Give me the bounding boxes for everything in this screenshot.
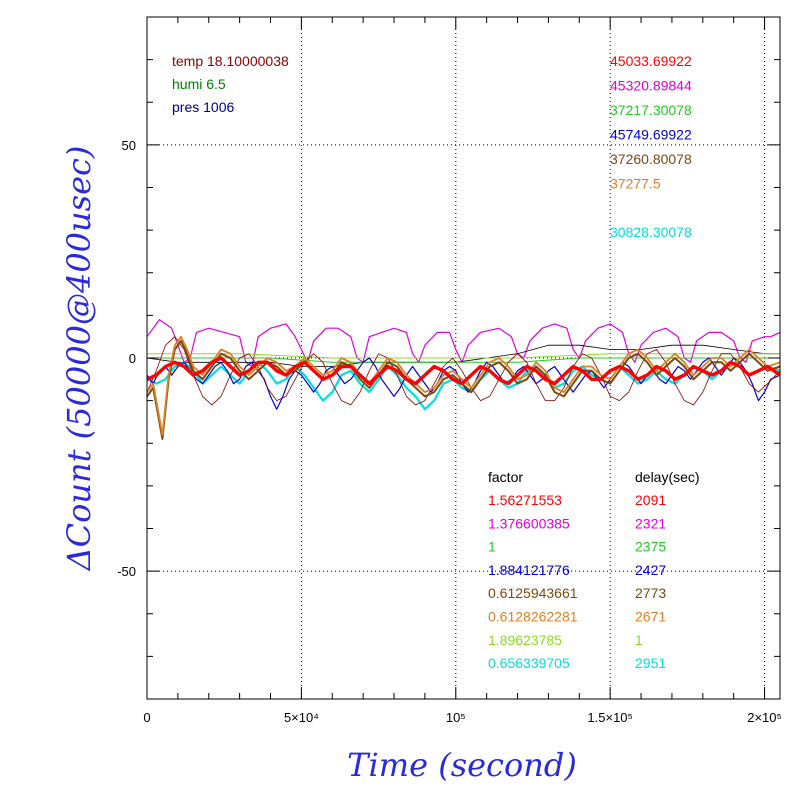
factor-value: 0.6125943661 xyxy=(488,585,578,601)
mean-label: 37277.5 xyxy=(610,176,661,192)
tick-labels: 0 5×10⁴ 10⁵ 1.5×10⁵ 2×10⁵ 50 0 -50 xyxy=(117,138,782,725)
env-label: pres 1006 xyxy=(172,99,234,115)
factor-value: 1.376600385 xyxy=(488,515,570,531)
mean-label: 45749.69922 xyxy=(610,127,692,143)
factor-value: 0.6128262281 xyxy=(488,609,578,625)
x-tick-label: 0 xyxy=(143,710,150,725)
series-line xyxy=(146,356,781,386)
mean-label: 37260.80078 xyxy=(610,151,692,167)
x-tick-label: 10⁵ xyxy=(446,710,466,725)
mean-label: 45320.89844 xyxy=(610,78,692,94)
mean-label: 37217.30078 xyxy=(610,102,692,118)
mean-count-labels: 45033.69922 45320.89844 37217.30078 45749.6… xyxy=(610,53,692,240)
y-tick-label: 0 xyxy=(129,351,136,366)
factor-value: 1.56271553 xyxy=(488,492,562,508)
delay-value: 2951 xyxy=(635,655,666,671)
x-tick-label: 5×10⁴ xyxy=(284,710,319,725)
x-tick-label: 2×10⁵ xyxy=(747,710,782,725)
delay-value: 2091 xyxy=(635,492,666,508)
factor-value: 0.656339705 xyxy=(488,655,570,671)
y-axis-title: ΔCount (50000@400usec) xyxy=(60,146,98,573)
environment-labels: temp 18.10000038 humi 6.5 pres 1006 xyxy=(172,53,289,115)
delay-value: 2773 xyxy=(635,585,666,601)
y-tick-label: -50 xyxy=(117,564,136,579)
x-tick-label: 1.5×10⁵ xyxy=(587,710,633,725)
series-layer xyxy=(146,319,781,440)
x-axis-title: Time (second) xyxy=(347,746,577,784)
delay-value: 2427 xyxy=(635,562,666,578)
delay-value: 2321 xyxy=(635,515,666,531)
factor-value: 1.884121776 xyxy=(488,562,570,578)
delay-value: 1 xyxy=(635,632,643,648)
factor-value: 1.89623785 xyxy=(488,632,562,648)
factor-delay-table: factor delay(sec) 1.56271553 2091 1.37660038… xyxy=(488,469,700,671)
delay-value: 2375 xyxy=(635,539,666,555)
factor-header: factor xyxy=(488,469,523,485)
series-line xyxy=(147,353,780,359)
mean-label: 30828.30078 xyxy=(610,224,692,240)
delay-header: delay(sec) xyxy=(635,469,700,485)
env-label: temp 18.10000038 xyxy=(172,53,289,69)
mean-label: 45033.69922 xyxy=(610,53,692,69)
delay-value: 2671 xyxy=(635,609,666,625)
env-label: humi 6.5 xyxy=(172,76,226,92)
y-tick-label: 50 xyxy=(122,138,136,153)
axis-ticks xyxy=(147,17,780,699)
factor-value: 1 xyxy=(488,539,496,555)
